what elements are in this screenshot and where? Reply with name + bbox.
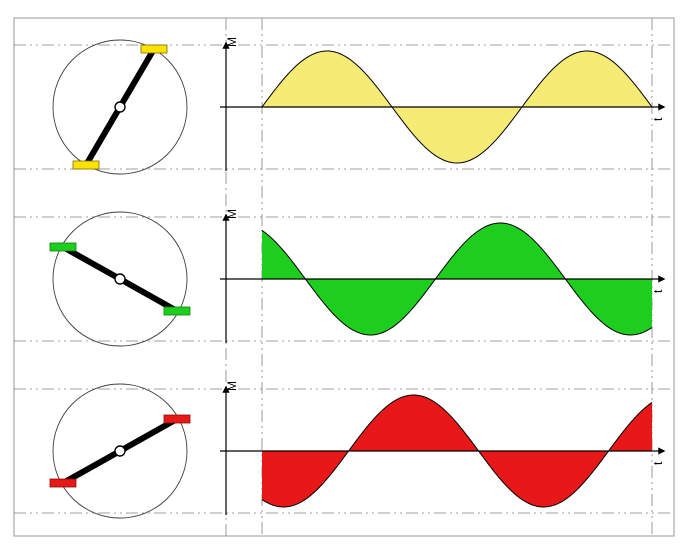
panel-1-label-t: t [651, 289, 665, 293]
panel-2-label-t: t [651, 461, 665, 465]
panel-0-tab-0 [73, 161, 99, 169]
panel-0-label-t: t [651, 117, 665, 121]
panel-2-pivot [115, 446, 125, 456]
panel-0-tab-1 [141, 45, 167, 53]
panel-1-pivot [115, 274, 125, 284]
panel-2-label-m: M [225, 381, 239, 391]
panel-2-tab-1 [164, 415, 190, 423]
diagram-canvas: MtMtMt [0, 0, 692, 550]
panel-1-tab-0 [50, 243, 76, 251]
panel-1-label-m: M [225, 209, 239, 219]
panel-0-pivot [115, 102, 125, 112]
panel-1-tab-1 [164, 307, 190, 315]
panel-2-tab-0 [50, 479, 76, 487]
panel-0: Mt [14, 37, 674, 174]
panel-2: Mt [14, 381, 674, 518]
panel-0-label-m: M [225, 37, 239, 47]
panel-1: Mt [14, 209, 674, 346]
